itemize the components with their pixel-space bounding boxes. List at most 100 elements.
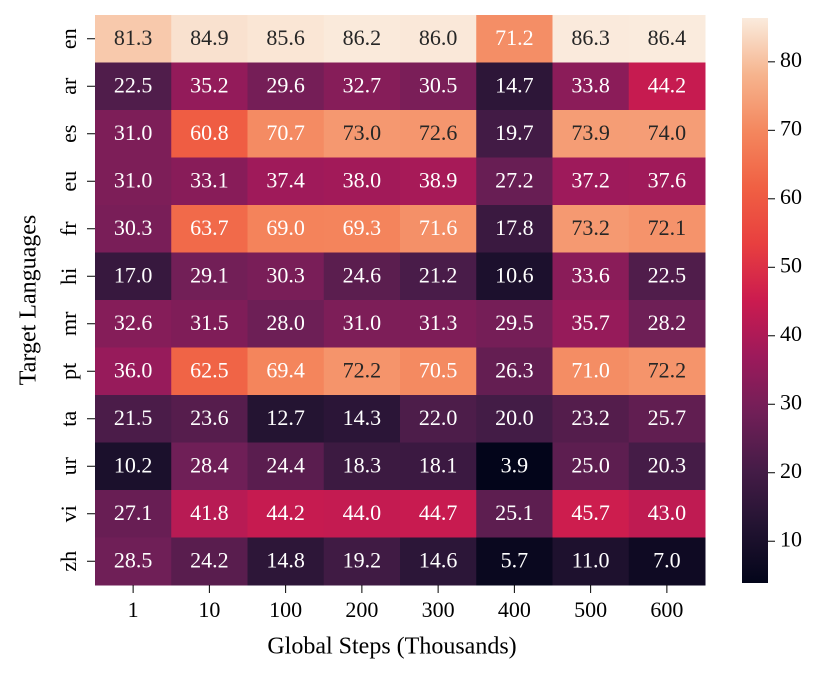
cell-label: 29.5 [495,310,534,335]
cell-label: 22.5 [648,262,687,287]
cell-label: 44.2 [266,500,305,525]
cell-label: 14.6 [419,547,458,572]
heatmap-cell [171,347,248,396]
heatmap-cell [552,62,630,111]
cell-label: 69.0 [266,215,305,240]
cell-label: 43.0 [648,500,687,525]
heatmap-cell [552,157,630,206]
heatmap-cell [95,15,172,63]
heatmap-cell [95,110,172,158]
heatmap-cell [323,395,401,443]
heatmap-cell [476,157,553,206]
cell-label: 30.5 [419,72,458,97]
heatmap-cell [476,110,553,158]
cell-label: 73.9 [571,120,610,145]
cell-label: 72.2 [648,357,687,382]
heatmap-cell [628,395,706,443]
heatmap-cell [171,157,248,206]
heatmap-cell [476,490,553,538]
cell-label: 70.5 [419,357,458,382]
heatmap-cell [400,62,477,111]
cell-label: 37.6 [648,167,687,192]
cell-label: 72.2 [343,357,382,382]
cell-label: 35.2 [190,72,229,97]
cell-label: 71.0 [571,357,610,382]
heatmap-cell [323,252,401,301]
y-tick-label: en [56,28,81,49]
cell-label: 25.0 [571,452,610,477]
y-tick-label: ta [56,411,81,427]
heatmap-cell [323,205,401,253]
heatmap-cell [171,300,248,348]
x-axis-label: Global Steps (Thousands) [267,634,516,660]
cell-label: 24.4 [266,452,305,477]
heatmap-cell [323,300,401,348]
heatmap-cell [628,110,706,158]
colorbar [742,18,768,583]
cell-label: 26.3 [495,357,534,382]
cell-label: 14.8 [266,547,305,572]
heatmap-cell [323,537,401,586]
y-tick-label: ar [56,77,81,95]
heatmap-cell [95,300,172,348]
cell-label: 17.8 [495,215,534,240]
cell-label: 71.6 [419,215,458,240]
heatmap-cell [323,442,401,491]
cell-label: 44.7 [419,500,458,525]
cell-label: 73.0 [343,120,382,145]
cell-label: 31.0 [114,167,153,192]
heatmap-cell [552,442,630,491]
cell-label: 44.2 [648,72,687,97]
heatmap-cell [552,395,630,443]
x-tick-label: 10 [198,597,220,622]
heatmap-cell [323,62,401,111]
heatmap-cell [628,442,706,491]
cell-label: 37.2 [571,167,610,192]
heatmap-cell [552,252,630,301]
cell-label: 33.6 [571,262,610,287]
cell-label: 25.7 [648,405,687,430]
cell-label: 41.8 [190,500,229,525]
cell-label: 21.2 [419,262,458,287]
y-tick-label: pt [56,363,81,380]
x-tick-label: 500 [574,597,607,622]
y-tick-label: fr [56,221,81,236]
cell-label: 44.0 [343,500,382,525]
heatmap-cell [95,442,172,491]
cell-label: 28.0 [266,310,305,335]
heatmap-cell [476,15,553,63]
cell-label: 31.5 [190,310,229,335]
heatmap-cell [323,347,401,396]
cell-label: 29.1 [190,262,229,287]
cell-label: 22.5 [114,72,153,97]
cell-label: 27.2 [495,167,534,192]
colorbar-tick-label: 30 [780,389,802,414]
cell-label: 81.3 [114,25,153,50]
heatmap-cell [171,442,248,491]
heatmap-cell [400,490,477,538]
cell-label: 14.3 [343,405,382,430]
heatmap-cell [171,62,248,111]
heatmap-cell [171,537,248,586]
cell-label: 45.7 [571,500,610,525]
heatmap-cell [628,252,706,301]
heatmap-cell [95,490,172,538]
heatmap-cell [552,347,630,396]
cell-label: 86.3 [571,25,610,50]
colorbar-tick-label: 20 [780,458,802,483]
heatmap-cell [323,490,401,538]
heatmap-cell [247,300,325,348]
cell-label: 74.0 [648,120,687,145]
cell-label: 72.6 [419,120,458,145]
y-tick-label: zh [56,551,81,572]
heatmap-cell [400,347,477,396]
cell-label: 37.4 [266,167,305,192]
cell-label: 12.7 [266,405,305,430]
heatmap-cell [247,537,325,586]
heatmap-cell [628,490,706,538]
cell-label: 31.0 [114,120,153,145]
cell-label: 21.5 [114,405,153,430]
cell-label: 28.5 [114,547,153,572]
y-tick-label: vi [56,505,81,522]
